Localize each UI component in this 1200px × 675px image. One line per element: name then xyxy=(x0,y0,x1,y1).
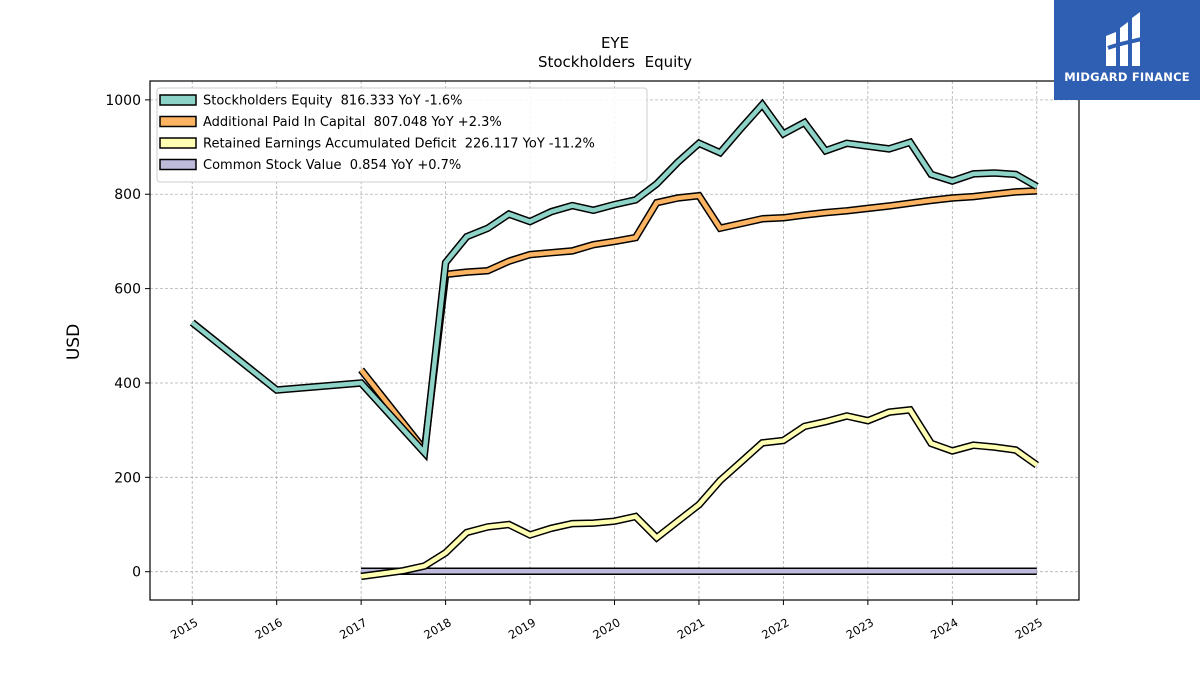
y-tick-label: 400 xyxy=(114,376,141,392)
chart-title: EYE xyxy=(601,34,629,52)
y-tick-label: 1000 xyxy=(105,93,141,109)
legend-label: Additional Paid In Capital 807.048 YoY +… xyxy=(203,115,502,130)
brand-logo: MIDGARD FINANCE xyxy=(1054,0,1200,100)
legend: Stockholders Equity 816.333 YoY -1.6% Add… xyxy=(156,87,648,183)
series-stroke xyxy=(359,188,1037,456)
legend-swatch xyxy=(159,137,197,149)
series-line xyxy=(189,98,1039,462)
legend-label: Stockholders Equity 816.333 YoY -1.6% xyxy=(203,94,463,109)
series-line xyxy=(360,405,1039,581)
y-tick-label: 0 xyxy=(132,565,141,581)
midgard-logo-icon xyxy=(1106,12,1147,66)
y-tick-label: 800 xyxy=(114,187,141,203)
series-lines xyxy=(189,98,1039,581)
y-tick-label: 600 xyxy=(114,282,141,298)
chart-subtitle: Stockholders Equity xyxy=(538,53,692,71)
legend-swatch xyxy=(159,158,197,171)
legend-label: Common Stock Value 0.854 YoY +0.7% xyxy=(203,158,461,173)
series-stroke xyxy=(190,101,1038,459)
legend-label: Retained Earnings Accumulated Deficit 22… xyxy=(203,137,595,152)
y-tick-label: 200 xyxy=(114,470,141,486)
legend-box xyxy=(156,87,648,183)
brand-name: MIDGARD FINANCE xyxy=(1064,70,1190,84)
series-line xyxy=(358,187,1037,460)
series-stroke xyxy=(360,407,1039,579)
y-axis-label: USD xyxy=(64,324,84,360)
legend-swatch xyxy=(159,115,197,128)
legend-swatch xyxy=(159,94,197,106)
